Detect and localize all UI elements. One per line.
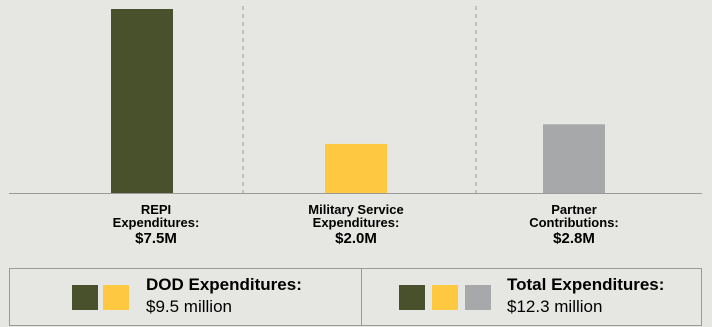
category-value-military: $2.0M: [335, 230, 377, 247]
military-color-swatch: [103, 285, 129, 310]
category-label-military: Military Service Expenditures: $2.0M: [256, 203, 456, 247]
repi-color-swatch: [72, 285, 98, 310]
partner-color-swatch: [465, 285, 491, 310]
category-label-partner: Partner Contributions: $2.8M: [474, 203, 674, 247]
total-expenditures-value: $12.3 million: [507, 297, 603, 316]
dod-expenditures-value: $9.5 million: [146, 297, 232, 316]
category-name-partner: Partner Contributions:: [529, 202, 619, 230]
category-value-repi: $7.5M: [135, 230, 177, 247]
category-name-repi: REPI Expenditures:: [112, 202, 200, 230]
total-expenditures-box: Total Expenditures: $12.3 million: [362, 268, 702, 326]
category-value-partner: $2.8M: [553, 230, 595, 247]
total-expenditures-title: Total Expenditures:: [507, 275, 665, 294]
bar-chart: [9, 6, 702, 194]
category-name-military: Military Service Expenditures:: [308, 202, 404, 230]
military-color-swatch: [432, 285, 458, 310]
bar-military-service-expenditures: [325, 143, 387, 193]
repi-color-swatch: [399, 285, 425, 310]
category-label-repi: REPI Expenditures: $7.5M: [56, 203, 256, 247]
bar-repi-expenditures: [111, 9, 173, 193]
dod-expenditures-title: DOD Expenditures:: [146, 275, 302, 294]
dod-expenditures-box: DOD Expenditures: $9.5 million: [9, 268, 362, 326]
bar-partner-contributions: [543, 124, 605, 193]
